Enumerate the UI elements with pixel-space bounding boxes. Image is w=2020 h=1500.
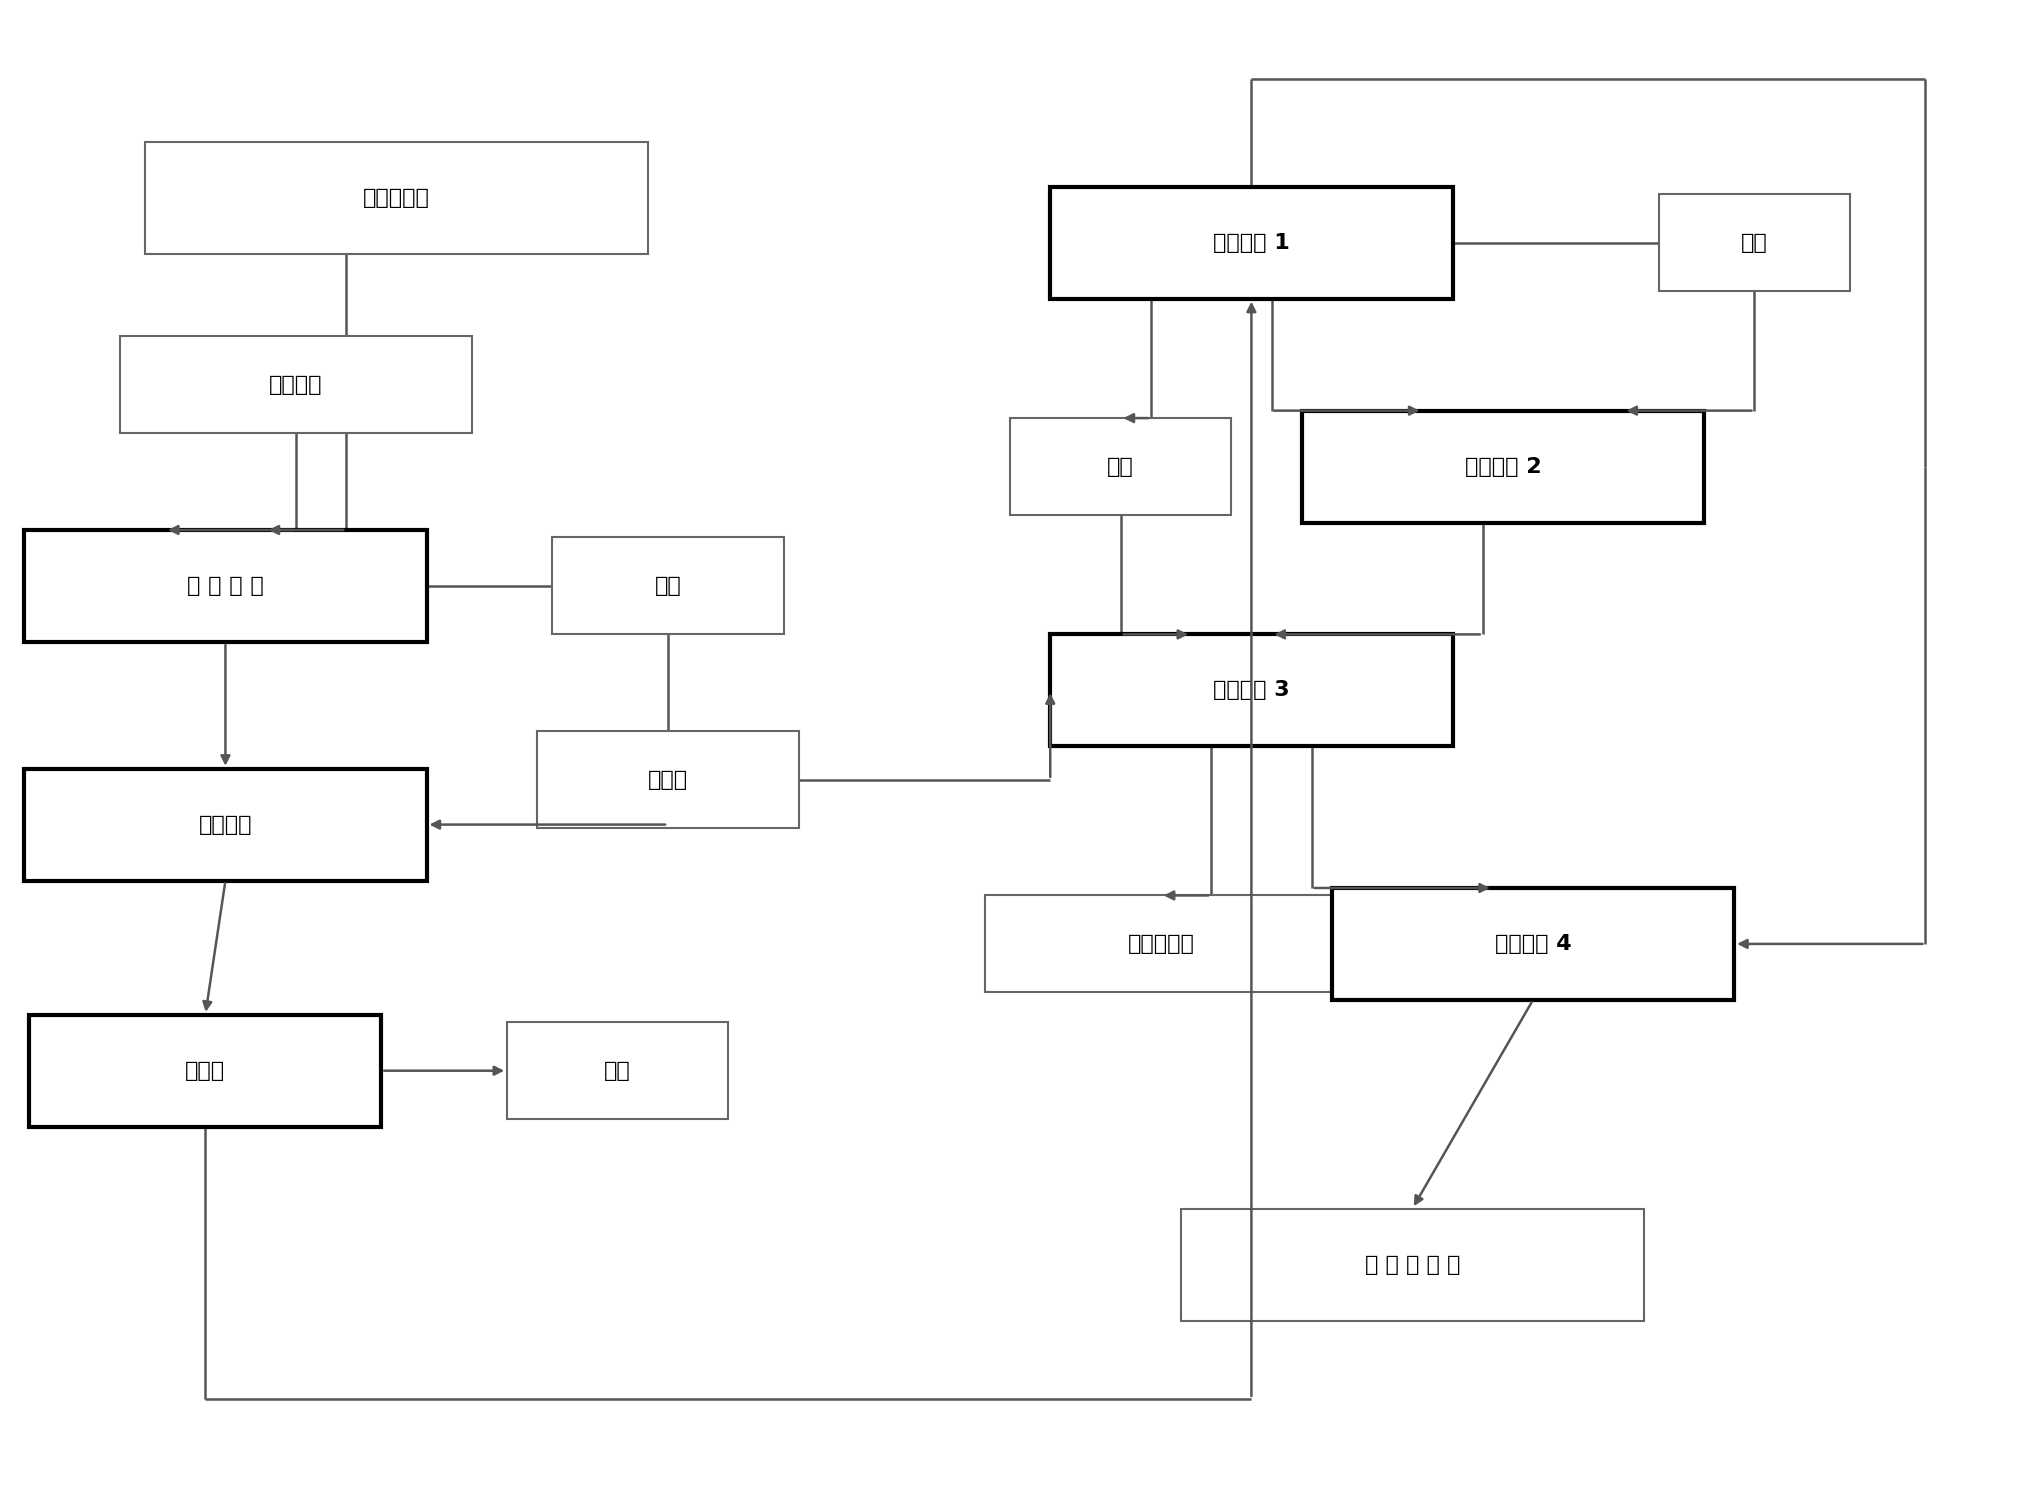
Text: 杂质: 杂质 [1107, 456, 1133, 477]
Text: 杂质: 杂质 [604, 1060, 630, 1080]
Text: 混 合 溶 解: 混 合 溶 解 [188, 576, 265, 596]
FancyBboxPatch shape [119, 336, 473, 433]
FancyBboxPatch shape [1182, 1209, 1644, 1320]
FancyBboxPatch shape [537, 732, 798, 828]
Text: 稳定剂: 稳定剂 [648, 770, 689, 790]
FancyBboxPatch shape [24, 530, 426, 642]
FancyBboxPatch shape [986, 896, 1337, 993]
FancyBboxPatch shape [1658, 195, 1850, 291]
Text: 氢氧化钠: 氢氧化钠 [269, 375, 323, 394]
Text: 混合溶解: 混合溶解 [198, 815, 252, 834]
Text: 硫酸: 硫酸 [1741, 232, 1768, 254]
Text: 隔膜电解 3: 隔膜电解 3 [1214, 681, 1289, 700]
Text: 正极电解质: 正极电解质 [1127, 934, 1194, 954]
FancyBboxPatch shape [30, 1016, 382, 1126]
Text: 负 极 电 解 质: 负 极 电 解 质 [1366, 1254, 1460, 1275]
FancyBboxPatch shape [507, 1022, 729, 1119]
FancyBboxPatch shape [145, 142, 648, 254]
FancyBboxPatch shape [24, 768, 426, 880]
FancyBboxPatch shape [1050, 634, 1452, 747]
Text: 隔膜电解 1: 隔膜电解 1 [1214, 232, 1291, 254]
Text: 五氧化二钒: 五氧化二钒 [364, 188, 430, 209]
FancyBboxPatch shape [1010, 419, 1232, 514]
Text: 电渗析: 电渗析 [186, 1060, 226, 1080]
FancyBboxPatch shape [1050, 188, 1452, 298]
FancyBboxPatch shape [1331, 888, 1735, 1001]
Text: 隔膜电解 2: 隔膜电解 2 [1464, 456, 1541, 477]
Text: 隔膜电解 4: 隔膜电解 4 [1495, 934, 1572, 954]
FancyBboxPatch shape [551, 537, 784, 634]
FancyBboxPatch shape [1301, 411, 1705, 522]
Text: 硫酸: 硫酸 [654, 576, 681, 596]
